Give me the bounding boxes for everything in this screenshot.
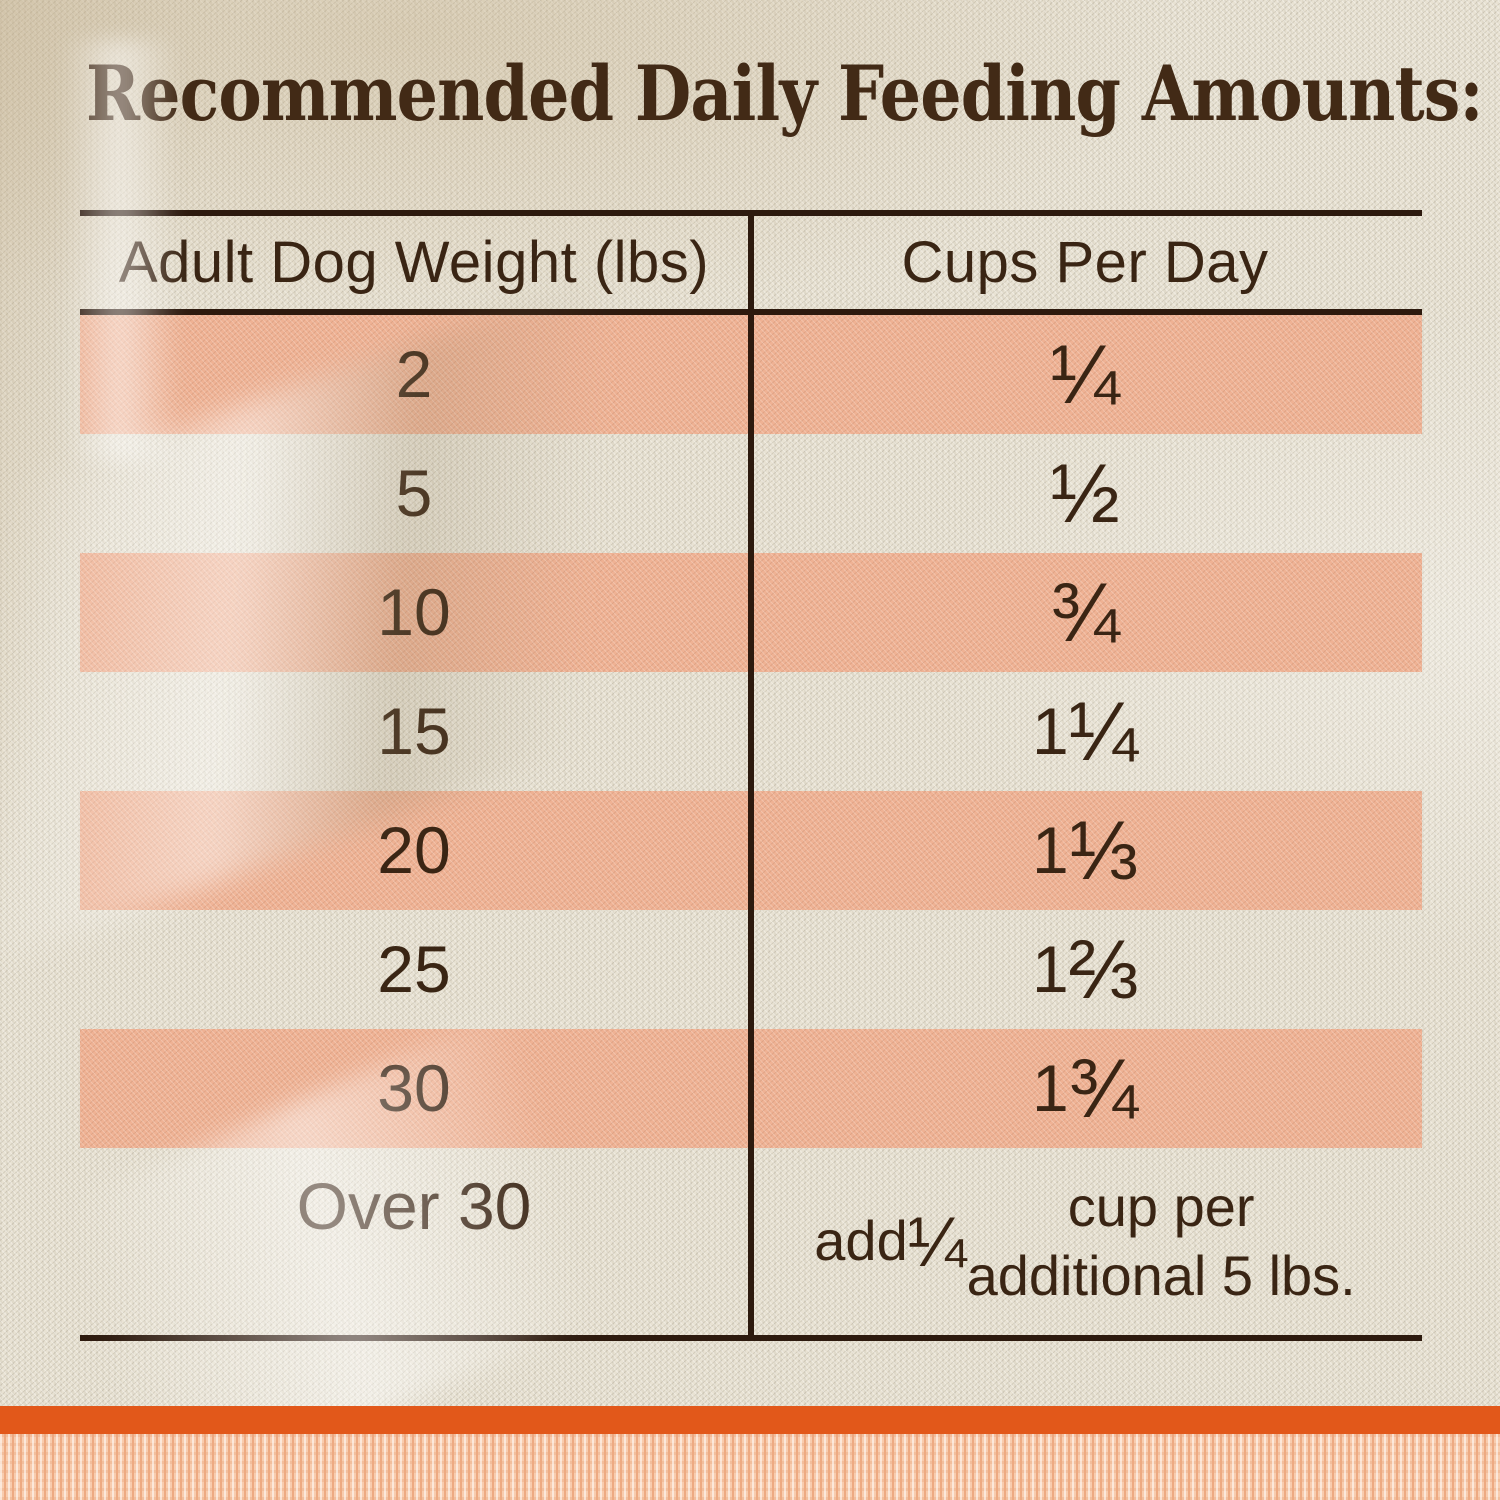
weight-cell: Over 30 [296, 1169, 532, 1243]
cups-cell: 1 ¼ [1031, 684, 1139, 778]
column-divider [748, 210, 754, 1341]
weight-cell: 15 [377, 693, 451, 768]
cups-cell: ¾ [1050, 565, 1120, 659]
cups-cell: add ¼ cup per additional 5 lbs. [814, 1175, 1356, 1307]
weight-cell: 30 [377, 1050, 451, 1125]
weight-cell: 25 [377, 931, 451, 1006]
cups-cell: ¼ [1050, 327, 1120, 421]
weight-column-header: Adult Dog Weight (lbs) [118, 230, 710, 295]
cups-cell: 1 ⅓ [1031, 803, 1139, 897]
cups-cell: ½ [1050, 446, 1120, 540]
weight-cell: 20 [377, 812, 451, 887]
cups-cell: 1 ¾ [1031, 1041, 1139, 1135]
table-row: 15 1 ¼ [80, 672, 1422, 791]
table-header-row: Adult Dog Weight (lbs) Cups Per Day [80, 216, 1422, 309]
weight-cell: 5 [395, 455, 433, 530]
table-row: Over 30 add ¼ cup per additional 5 lbs. [80, 1148, 1422, 1335]
table-row: 25 1 ⅔ [80, 910, 1422, 1029]
weight-cell: 10 [377, 574, 451, 649]
page-title: Recommended Daily Feeding Amounts: [86, 49, 1483, 138]
terry-cloth-strip [0, 1434, 1500, 1500]
cups-column-header: Cups Per Day [901, 230, 1269, 295]
cups-cell: 1 ⅔ [1031, 922, 1139, 1016]
weight-cell: 2 [395, 336, 433, 411]
orange-divider-bar [0, 1406, 1500, 1434]
